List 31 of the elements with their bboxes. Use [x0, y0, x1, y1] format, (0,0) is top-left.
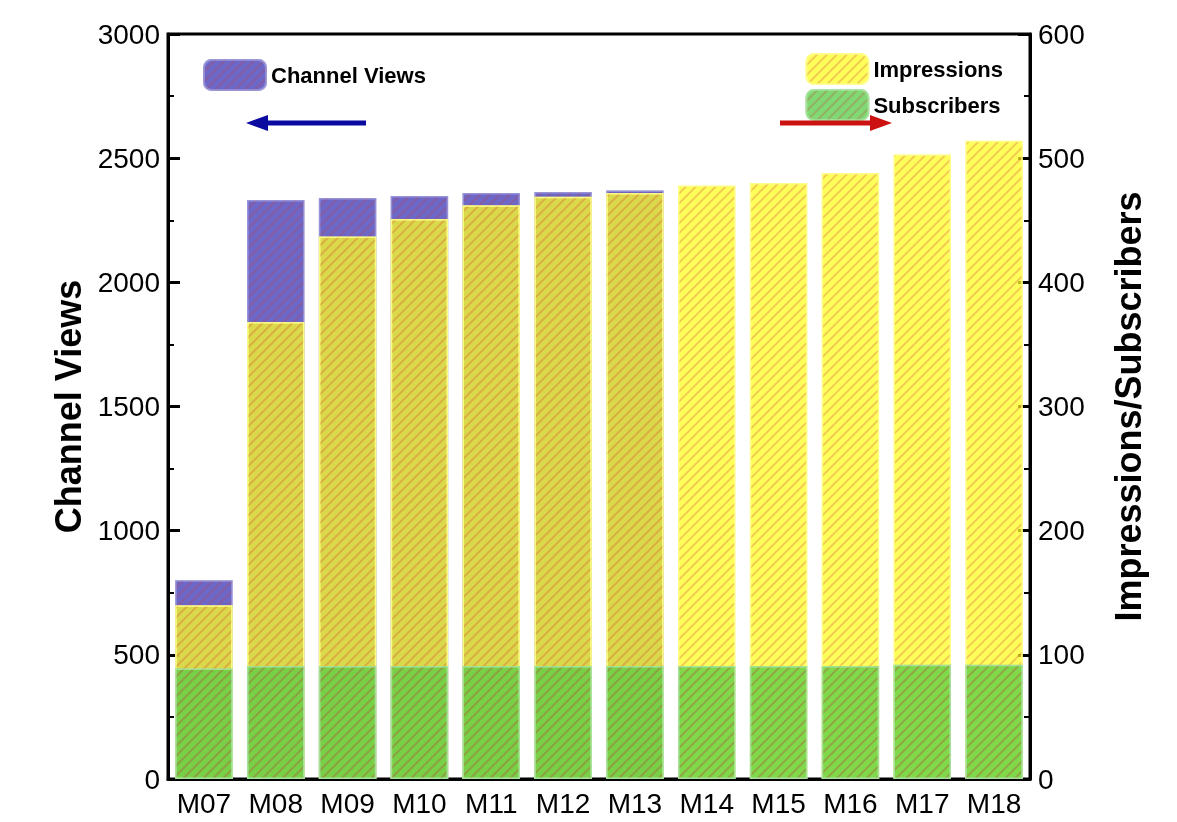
y-axis-title: Channel Views — [48, 279, 90, 534]
y2-tick-label: 0 — [1038, 763, 1054, 795]
y-tick-label: 500 — [113, 639, 160, 671]
x-tick-label: M16 — [823, 787, 878, 819]
y2-tick-label: 300 — [1038, 391, 1085, 422]
x-tick-label: M18 — [966, 787, 1022, 819]
y2-tick-label: 500 — [1038, 142, 1085, 174]
y-tick-label: 2000 — [97, 266, 160, 298]
y2-tick-label: 600 — [1038, 18, 1085, 50]
x-tick-label: M09 — [320, 787, 375, 819]
y2-axis-title: Impressions/Subscribers — [1107, 191, 1149, 622]
x-tick-label: M08 — [248, 787, 303, 819]
x-tick-label: M14 — [679, 787, 734, 819]
x-tick-label: M11 — [465, 787, 518, 819]
y2-tick-label: 100 — [1038, 639, 1085, 671]
legend-label: Channel Views — [271, 62, 426, 88]
x-tick-label: M12 — [535, 787, 591, 819]
x-tick-label: M15 — [751, 787, 806, 819]
legend-label: Subscribers — [873, 92, 1001, 118]
y-tick-label: 1500 — [97, 391, 160, 422]
y2-tick-label: 400 — [1038, 266, 1085, 298]
x-tick-label: M07 — [176, 787, 232, 819]
x-tick-label: M10 — [392, 787, 447, 819]
y2-tick-label: 200 — [1038, 515, 1085, 547]
x-tick-label: M13 — [607, 787, 663, 819]
y-tick-label: 0 — [144, 763, 160, 795]
y-tick-label: 3000 — [97, 18, 160, 50]
y-tick-label: 2500 — [97, 142, 160, 174]
y-tick-label: 1000 — [97, 515, 160, 547]
x-tick-label: M17 — [895, 787, 950, 819]
legend-label: Impressions — [873, 56, 1003, 82]
